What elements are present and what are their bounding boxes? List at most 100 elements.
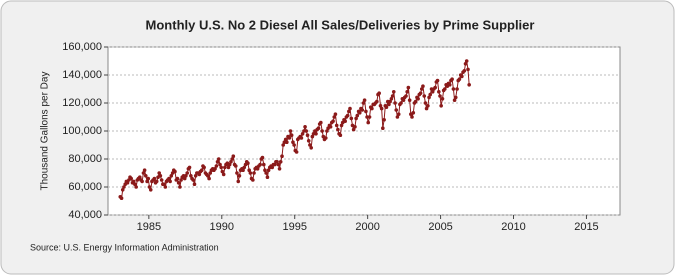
data-point — [291, 140, 295, 144]
data-point — [347, 109, 351, 114]
data-point — [175, 176, 180, 181]
data-point — [258, 162, 262, 167]
data-point — [242, 165, 247, 170]
data-point — [406, 85, 411, 90]
data-point — [354, 116, 358, 121]
data-point — [266, 168, 271, 172]
data-point — [270, 165, 275, 170]
x-tick-label: 2005 — [428, 221, 452, 233]
data-point — [131, 179, 136, 184]
data-point — [355, 113, 360, 118]
data-point — [237, 174, 242, 178]
data-point — [387, 102, 391, 107]
data-point — [440, 97, 445, 101]
data-point — [364, 109, 368, 114]
data-point — [450, 77, 454, 81]
data-point — [421, 84, 425, 88]
data-point — [229, 160, 233, 164]
data-point — [263, 168, 267, 172]
data-point — [416, 97, 420, 101]
data-point — [157, 171, 161, 175]
data-point — [463, 62, 468, 66]
data-point — [145, 179, 149, 184]
data-point — [339, 123, 344, 128]
data-point — [241, 168, 245, 172]
chart-title: Monthly U.S. No 2 Diesel All Sales/Deliv… — [146, 17, 535, 32]
data-point — [292, 143, 296, 147]
data-point — [159, 178, 164, 182]
data-point — [133, 182, 137, 186]
data-point — [205, 174, 210, 178]
y-tick-label: 140,000 — [62, 69, 102, 81]
data-point — [394, 108, 399, 112]
y-tick-label: 60,000 — [68, 181, 102, 193]
data-point — [142, 168, 147, 172]
data-point — [334, 123, 339, 128]
data-point — [384, 105, 389, 109]
data-point — [314, 132, 318, 136]
data-point — [464, 59, 469, 63]
data-point — [176, 181, 181, 185]
data-point — [168, 179, 172, 184]
data-point — [396, 112, 401, 116]
data-point — [309, 146, 313, 150]
data-point — [393, 101, 397, 105]
data-point — [306, 139, 311, 143]
data-point — [281, 143, 285, 147]
data-point — [311, 132, 316, 136]
data-point — [365, 115, 369, 119]
data-point — [154, 179, 159, 184]
data-point — [252, 171, 256, 175]
data-point — [251, 178, 255, 182]
data-point — [122, 185, 126, 189]
data-point — [288, 129, 293, 133]
data-point — [428, 92, 433, 97]
data-point — [427, 95, 431, 100]
data-point — [413, 99, 418, 104]
data-point — [381, 126, 385, 130]
data-point — [389, 97, 394, 101]
source-note: Source: U.S. Energy Information Administ… — [30, 242, 219, 252]
data-point — [410, 115, 414, 119]
data-point — [391, 90, 396, 94]
data-point — [185, 171, 190, 175]
data-point — [360, 108, 365, 112]
x-tick-label: 2015 — [574, 221, 598, 233]
data-point — [275, 160, 279, 164]
data-point — [141, 171, 146, 175]
data-point — [143, 174, 148, 178]
data-point — [230, 157, 234, 161]
data-point — [265, 175, 270, 179]
y-tick-label: 160,000 — [62, 41, 102, 53]
data-point — [278, 160, 283, 164]
data-point — [451, 87, 456, 91]
data-point — [146, 176, 151, 181]
x-tick-label: 1995 — [282, 221, 306, 233]
data-point — [125, 181, 130, 185]
data-point — [289, 133, 294, 137]
data-point — [375, 99, 379, 104]
data-point — [162, 182, 166, 186]
data-point — [443, 87, 447, 91]
data-point — [377, 91, 381, 95]
data-point — [184, 174, 188, 178]
data-point — [247, 168, 252, 172]
data-point — [388, 99, 392, 104]
data-point — [323, 136, 328, 140]
data-point — [173, 169, 177, 174]
data-point — [455, 87, 459, 91]
data-point — [399, 101, 403, 105]
data-point — [202, 165, 206, 170]
data-point — [338, 133, 343, 137]
data-point — [325, 129, 329, 133]
data-point — [223, 165, 227, 170]
data-point — [462, 69, 467, 73]
data-point — [305, 133, 310, 137]
data-point — [207, 176, 211, 181]
data-point — [423, 101, 428, 105]
data-point — [370, 106, 374, 111]
data-point — [191, 178, 195, 182]
data-point — [213, 167, 217, 171]
data-point — [231, 154, 236, 158]
